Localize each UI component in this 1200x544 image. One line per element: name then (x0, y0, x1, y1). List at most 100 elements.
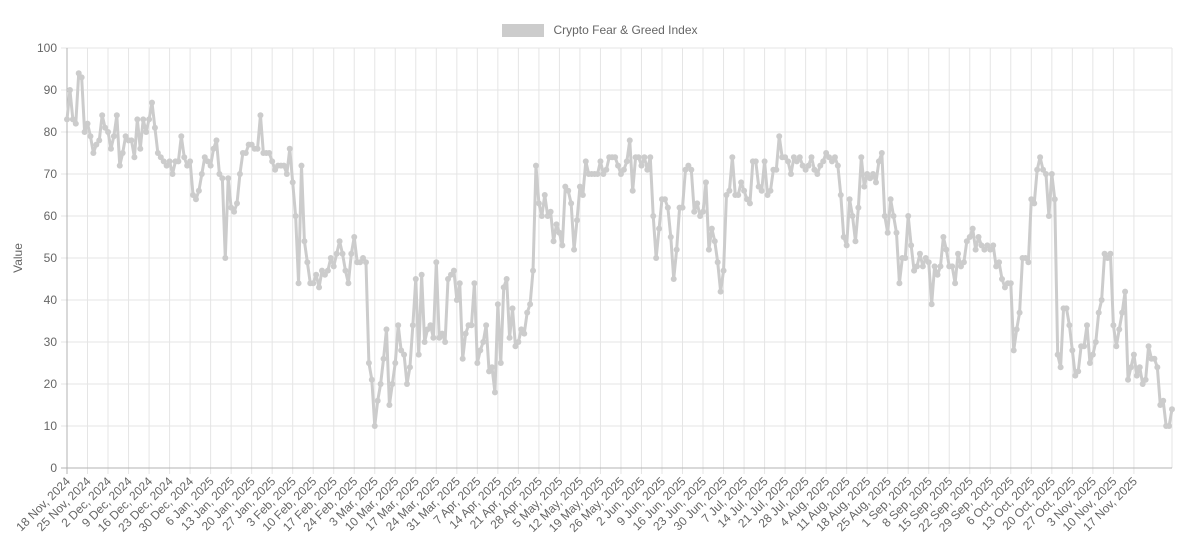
data-point[interactable] (679, 204, 686, 211)
data-point[interactable] (198, 171, 205, 177)
data-point[interactable] (1063, 305, 1070, 312)
data-point[interactable] (776, 133, 783, 140)
data-point[interactable] (494, 301, 501, 308)
data-point[interactable] (313, 271, 320, 278)
data-point[interactable] (937, 263, 944, 270)
data-point[interactable] (623, 158, 630, 165)
data-point[interactable] (940, 234, 947, 240)
data-point[interactable] (330, 263, 337, 270)
data-point[interactable] (834, 162, 841, 169)
data-point[interactable] (767, 187, 774, 194)
data-point[interactable] (896, 280, 903, 287)
data-point[interactable] (641, 154, 648, 161)
data-point[interactable] (436, 334, 443, 341)
data-point[interactable] (471, 280, 478, 287)
data-point[interactable] (949, 263, 956, 270)
data-point[interactable] (538, 213, 545, 219)
data-point[interactable] (735, 192, 742, 198)
data-point[interactable] (700, 208, 707, 215)
data-point[interactable] (486, 368, 493, 375)
data-point[interactable] (204, 158, 211, 165)
data-point[interactable] (489, 364, 495, 371)
data-point[interactable] (266, 150, 273, 156)
data-point[interactable] (565, 187, 572, 194)
data-point[interactable] (105, 129, 112, 135)
data-point[interactable] (146, 116, 153, 123)
data-point[interactable] (377, 381, 384, 387)
data-point[interactable] (615, 162, 622, 169)
data-point[interactable] (386, 402, 393, 408)
data-point[interactable] (283, 171, 290, 177)
data-point[interactable] (430, 334, 437, 341)
data-point[interactable] (398, 347, 405, 354)
data-point[interactable] (571, 246, 578, 253)
data-point[interactable] (75, 70, 82, 77)
data-point[interactable] (497, 360, 504, 366)
data-point[interactable] (574, 217, 580, 224)
data-point[interactable] (966, 234, 973, 240)
data-point[interactable] (409, 322, 416, 329)
data-point[interactable] (81, 129, 88, 135)
data-point[interactable] (236, 171, 243, 177)
data-point[interactable] (1066, 322, 1073, 329)
data-point[interactable] (811, 166, 818, 173)
data-point[interactable] (143, 129, 150, 135)
data-point[interactable] (1095, 309, 1102, 316)
data-point[interactable] (1104, 255, 1111, 261)
data-point[interactable] (87, 133, 94, 140)
data-point[interactable] (518, 326, 525, 333)
data-point[interactable] (163, 162, 170, 169)
data-point[interactable] (744, 196, 750, 203)
data-point[interactable] (137, 145, 144, 152)
data-point[interactable] (181, 154, 188, 161)
data-point[interactable] (629, 187, 636, 194)
data-point[interactable] (550, 238, 557, 245)
data-point[interactable] (477, 347, 484, 354)
data-point[interactable] (864, 171, 871, 177)
data-point[interactable] (506, 334, 513, 341)
data-point[interactable] (1145, 343, 1152, 350)
data-point[interactable] (843, 242, 850, 249)
data-point[interactable] (975, 234, 982, 240)
data-point[interactable] (867, 175, 874, 182)
data-point[interactable] (131, 154, 138, 161)
data-point[interactable] (213, 137, 220, 144)
data-point[interactable] (823, 150, 830, 156)
data-point[interactable] (66, 87, 73, 93)
data-point[interactable] (1139, 381, 1146, 387)
data-point[interactable] (90, 150, 97, 156)
data-point[interactable] (738, 179, 745, 186)
data-point[interactable] (295, 280, 302, 287)
data-point[interactable] (911, 267, 918, 274)
data-point[interactable] (761, 158, 768, 165)
data-point[interactable] (225, 175, 232, 182)
data-point[interactable] (638, 162, 645, 169)
data-point[interactable] (544, 213, 551, 219)
data-point[interactable] (336, 238, 343, 245)
data-point[interactable] (84, 120, 91, 127)
data-point[interactable] (1054, 351, 1061, 358)
data-point[interactable] (333, 250, 340, 257)
data-point[interactable] (840, 234, 847, 240)
data-point[interactable] (644, 166, 651, 173)
data-point[interactable] (773, 166, 780, 173)
data-point[interactable] (412, 276, 419, 282)
data-point[interactable] (597, 158, 604, 165)
data-point[interactable] (1116, 326, 1123, 333)
data-point[interactable] (234, 200, 240, 207)
data-point[interactable] (184, 162, 191, 169)
data-point[interactable] (990, 242, 997, 249)
data-point[interactable] (858, 154, 865, 161)
data-point[interactable] (1007, 280, 1014, 287)
data-point[interactable] (298, 162, 305, 169)
data-point[interactable] (418, 271, 425, 278)
data-point[interactable] (113, 112, 120, 119)
data-point[interactable] (348, 250, 355, 257)
data-point[interactable] (395, 322, 402, 329)
data-point[interactable] (195, 187, 202, 194)
data-point[interactable] (216, 171, 223, 177)
data-point[interactable] (371, 423, 378, 429)
data-point[interactable] (1037, 154, 1044, 161)
data-point[interactable] (535, 200, 542, 207)
data-point[interactable] (368, 376, 375, 383)
